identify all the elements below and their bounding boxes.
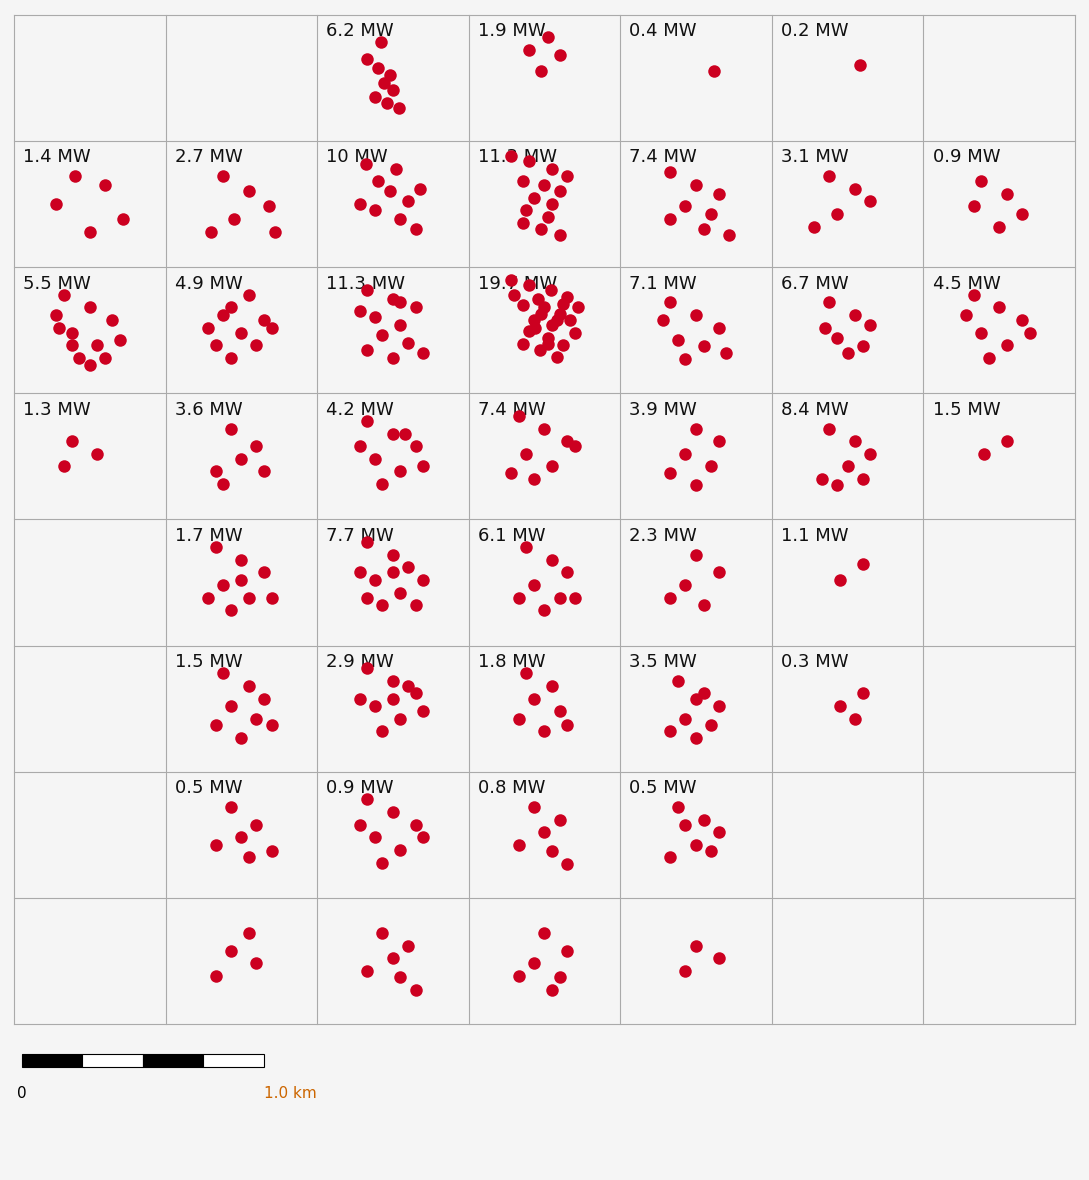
Text: 0.4 MW: 0.4 MW [629, 22, 697, 40]
Text: 4.5 MW: 4.5 MW [932, 275, 1001, 293]
Text: 1.5 MW: 1.5 MW [174, 653, 242, 671]
Text: 6.2 MW: 6.2 MW [327, 22, 394, 40]
Text: 10 MW: 10 MW [327, 149, 388, 166]
Text: 1.1 MW: 1.1 MW [781, 527, 848, 545]
Text: 0.5 MW: 0.5 MW [629, 779, 697, 798]
Text: 4.9 MW: 4.9 MW [174, 275, 243, 293]
Text: 7.7 MW: 7.7 MW [327, 527, 394, 545]
Text: 1.8 MW: 1.8 MW [478, 653, 546, 671]
Bar [143, 1054, 204, 1067]
Text: 7.4 MW: 7.4 MW [629, 149, 697, 166]
Text: 1.5 MW: 1.5 MW [932, 401, 1000, 419]
Text: 8.4 MW: 8.4 MW [781, 401, 848, 419]
Text: 2.9 MW: 2.9 MW [327, 653, 394, 671]
Text: 1.9 MW: 1.9 MW [478, 22, 546, 40]
Text: 5.5 MW: 5.5 MW [23, 275, 90, 293]
Text: 11.3 MW: 11.3 MW [327, 275, 405, 293]
Text: 0.8 MW: 0.8 MW [478, 779, 546, 798]
Text: 3.5 MW: 3.5 MW [629, 653, 697, 671]
Text: 7.4 MW: 7.4 MW [478, 401, 546, 419]
Text: 2.7 MW: 2.7 MW [174, 149, 243, 166]
Text: 7.1 MW: 7.1 MW [629, 275, 697, 293]
Text: 2.3 MW: 2.3 MW [629, 527, 697, 545]
Text: 0: 0 [16, 1086, 26, 1101]
Text: 3.1 MW: 3.1 MW [781, 149, 848, 166]
Text: 3.6 MW: 3.6 MW [174, 401, 242, 419]
Text: 11.3 MW: 11.3 MW [478, 149, 556, 166]
Text: 0.9 MW: 0.9 MW [932, 149, 1000, 166]
Text: 19.7 MW: 19.7 MW [478, 275, 556, 293]
Bar [22, 1054, 82, 1067]
Text: 6.7 MW: 6.7 MW [781, 275, 848, 293]
Text: 1.3 MW: 1.3 MW [23, 401, 90, 419]
Bar [204, 1054, 264, 1067]
Text: 1.0 km: 1.0 km [264, 1086, 317, 1101]
Text: 0.5 MW: 0.5 MW [174, 779, 242, 798]
Text: 6.1 MW: 6.1 MW [478, 527, 546, 545]
Text: 0.9 MW: 0.9 MW [327, 779, 394, 798]
Text: 3.9 MW: 3.9 MW [629, 401, 697, 419]
Text: 4.2 MW: 4.2 MW [327, 401, 394, 419]
Text: 0.3 MW: 0.3 MW [781, 653, 848, 671]
Text: 1.4 MW: 1.4 MW [23, 149, 90, 166]
Text: 1.7 MW: 1.7 MW [174, 527, 242, 545]
Bar [82, 1054, 143, 1067]
Text: 0.2 MW: 0.2 MW [781, 22, 848, 40]
